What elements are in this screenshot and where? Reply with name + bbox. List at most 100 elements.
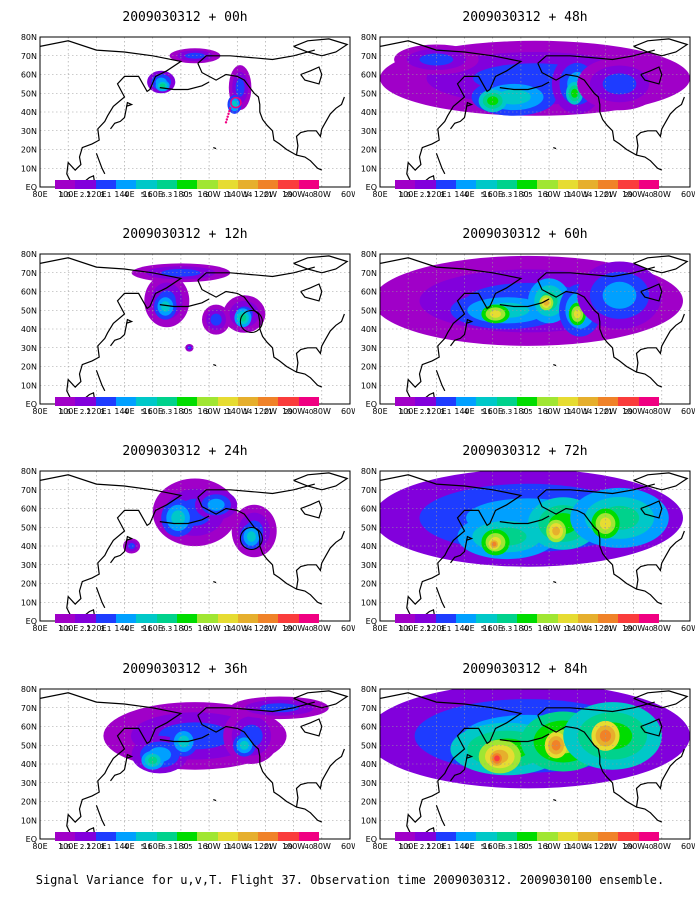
colorbar-swatch (598, 614, 619, 623)
colorbar (55, 180, 320, 189)
longitude-label: 100E (398, 624, 418, 633)
coastline (110, 101, 134, 130)
colorbar-swatch (537, 397, 558, 406)
colorbar-level-label: 5.1 (480, 843, 492, 851)
longitude-label: 80E (372, 842, 387, 851)
latitude-label: 70N (21, 52, 37, 61)
colorbar-swatch (136, 614, 157, 623)
colorbar-swatch (258, 180, 279, 189)
colorbar-level-label: 14 (243, 625, 253, 633)
colorbar-swatch (435, 180, 456, 189)
coastline (450, 318, 474, 347)
longitude-label: 140W (226, 407, 249, 416)
colorbar-level-label: 9 (545, 408, 550, 416)
latitude-label: 70N (361, 52, 377, 61)
longitude-label: 100E (58, 842, 78, 851)
longitude-label: 80E (372, 190, 387, 199)
panel-title: 2009030312 + 48h (462, 10, 588, 25)
colorbar-labels: 1.6 2.2 3.1 4 5.1 6.3 7.5 9 11 14 21 29 40 (55, 625, 319, 635)
longitude-label: 60W (681, 407, 695, 416)
coastline (295, 530, 345, 590)
colorbar-level-label: 5.1 (480, 408, 492, 416)
colorbar-swatch (176, 180, 198, 189)
colorbar-level-label: 29 (284, 408, 293, 416)
colorbar-level-label: 29 (624, 408, 633, 416)
colorbar-level-label: 9 (545, 625, 550, 633)
colorbar-level-label: 4 (463, 625, 469, 633)
longitude-label: 160W (537, 624, 560, 633)
longitude-label: 60W (681, 624, 695, 633)
latitude-label: 10N (361, 598, 377, 607)
latitude-label: 20N (361, 798, 377, 807)
variance-contour (235, 78, 245, 97)
latitude-label: 40N (361, 108, 377, 117)
colorbar-level-label: 29 (624, 625, 633, 633)
longitude-label: 180 (173, 624, 188, 633)
colorbar-labels: 1.6 2.2 3.1 4 5.1 6.3 7.5 9 11 14 21 29 40 (395, 843, 659, 853)
colorbar-level-label: 7.5 (521, 843, 533, 851)
variance-contour (259, 703, 300, 713)
colorbar-level-label: 5.1 (140, 191, 152, 199)
longitude-label: 140W (226, 190, 249, 199)
coastline (499, 515, 550, 525)
latitude-label: 10N (21, 816, 37, 825)
longitude-label: 140E (114, 842, 134, 851)
longitude-label: 120E (86, 407, 106, 416)
colorbar-swatch (136, 180, 157, 189)
colorbar-swatch (298, 832, 320, 841)
longitude-label: 120E (86, 190, 106, 199)
colorbar-level-label: 2.2 (419, 191, 432, 199)
colorbar-swatch (156, 397, 177, 406)
latitude-label: 20N (21, 363, 37, 372)
colorbar-level-label: 21 (263, 843, 273, 851)
forecast-panel: 2009030312 + 24h 80N 70N 60N 50N 40N 30N 20N 10N… (15, 442, 355, 660)
colorbar-level-label: 6.3 (161, 625, 173, 633)
colorbar-swatch (618, 180, 639, 189)
longitude-label: 140W (566, 190, 589, 199)
coastline (553, 581, 557, 584)
longitude-label: 180 (513, 624, 528, 633)
coastline (295, 748, 345, 808)
coastline (95, 153, 106, 175)
longitude-label: 120E (426, 624, 446, 633)
coastline (435, 587, 446, 609)
coastline (450, 753, 474, 782)
colorbar-swatch (278, 614, 299, 623)
coastline (635, 313, 685, 373)
colorbar-level-label: 3.1 (100, 625, 112, 633)
colorbar-swatch (516, 832, 538, 841)
colorbar-swatch (415, 397, 436, 406)
latitude-label: 50N (21, 523, 37, 532)
longitude-label: 120W (594, 190, 617, 199)
colorbar-swatch (176, 397, 198, 406)
longitude-label: 160E (483, 624, 503, 633)
colorbar-level-label: 21 (603, 191, 613, 199)
longitude-label: 180 (173, 842, 188, 851)
colorbar-level-label: 1.6 (399, 191, 411, 199)
coastline (499, 81, 550, 91)
observation-marker (239, 526, 263, 551)
colorbar-level-label: 3.1 (440, 625, 452, 633)
latitude-label: 30N (361, 779, 377, 788)
colorbar-swatch (577, 180, 599, 189)
colorbar-swatch (455, 832, 477, 841)
colorbar-level-label: 1.6 (59, 408, 71, 416)
variance-contour (184, 52, 206, 59)
coastline (159, 81, 210, 91)
colorbar-level-label: 6.3 (501, 408, 513, 416)
longitude-label: 120E (426, 190, 446, 199)
colorbar-level-label: 5.1 (140, 843, 152, 851)
colorbar-swatch (55, 180, 76, 189)
coastline (295, 313, 345, 373)
latitude-label: 50N (21, 306, 37, 315)
longitude-label: 100W (622, 624, 645, 633)
longitude-label: 120W (594, 624, 617, 633)
latitude-label: EQ (366, 400, 377, 409)
colorbar (395, 397, 660, 406)
longitude-label: 160W (537, 190, 560, 199)
colorbar-swatch (638, 832, 660, 841)
colorbar-swatch (217, 397, 238, 406)
latitude-label: 20N (21, 798, 37, 807)
colorbar-swatch (455, 397, 477, 406)
